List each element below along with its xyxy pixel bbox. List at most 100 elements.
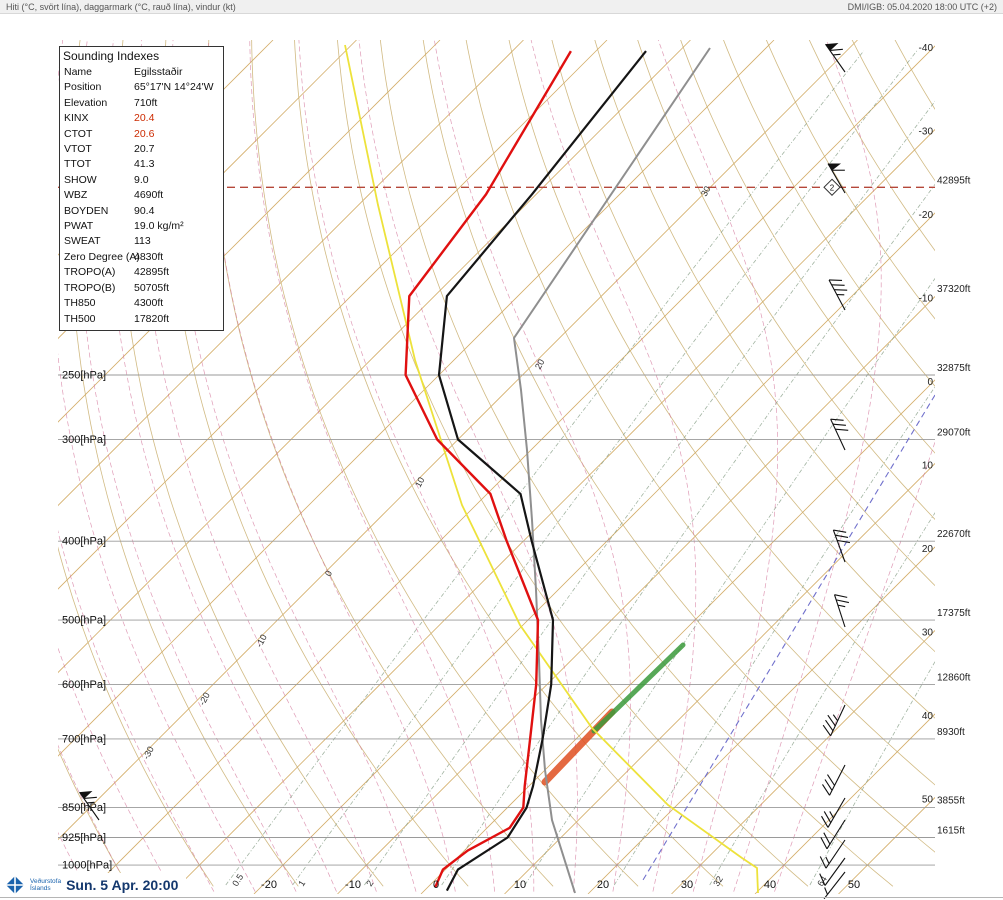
svg-text:20: 20 — [597, 879, 609, 891]
index-value: 17820ft — [134, 312, 170, 325]
svg-text:-40: -40 — [919, 43, 934, 54]
index-label: TH500 — [64, 312, 96, 325]
svg-text:-20: -20 — [261, 879, 277, 891]
index-value: 50705ft — [134, 281, 170, 294]
index-row: WBZ 4690ft — [60, 188, 223, 203]
svg-text:30: 30 — [922, 628, 934, 639]
index-row: TTOT 41.3 — [60, 157, 223, 172]
model-run-text: DMI/IGB: 05.04.2020 18:00 UTC (+2) — [847, 1, 997, 12]
svg-text:50: 50 — [922, 795, 934, 806]
index-value: 20.6 — [134, 127, 155, 140]
svg-text:1000[hPa]: 1000[hPa] — [62, 860, 112, 872]
svg-text:64: 64 — [815, 874, 829, 888]
svg-text:925[hPa]: 925[hPa] — [62, 832, 106, 844]
highlight-layer — [541, 642, 686, 786]
svg-text:30: 30 — [699, 184, 713, 198]
svg-text:37320ft: 37320ft — [937, 284, 971, 295]
svg-text:10: 10 — [413, 475, 427, 489]
svg-text:32: 32 — [711, 874, 725, 888]
index-row: TH850 4300ft — [60, 296, 223, 311]
index-value: 41.3 — [134, 158, 155, 171]
sounding-indexes-table: Name Egilsstaðir Position 65°17'N 14°24'W El… — [60, 65, 223, 327]
timestamp-label: Sun. 5 Apr. 20:00 — [66, 877, 179, 893]
sounding-indexes-box: Sounding Indexes Name Egilsstaðir Position… — [59, 46, 224, 331]
index-row: TROPO(A) 42895ft — [60, 265, 223, 280]
index-row: SWEAT 113 — [60, 234, 223, 249]
index-label: TTOT — [64, 158, 92, 171]
index-value: 90.4 — [134, 204, 155, 217]
index-row: TROPO(B) 50705ft — [60, 281, 223, 296]
svg-text:2: 2 — [364, 879, 375, 889]
svg-text:600[hPa]: 600[hPa] — [62, 679, 106, 691]
index-label: BOYDEN — [64, 204, 109, 217]
index-label: Position — [64, 81, 102, 94]
svg-text:0.5: 0.5 — [230, 872, 245, 888]
index-value: 710ft — [134, 96, 158, 109]
svg-text:2: 2 — [830, 183, 835, 192]
mixing-ratio-layer — [225, 50, 935, 886]
index-row: Name Egilsstaðir — [60, 65, 223, 80]
svg-text:400[hPa]: 400[hPa] — [62, 536, 106, 548]
svg-text:10: 10 — [922, 461, 934, 472]
svg-text:-20: -20 — [197, 691, 212, 707]
index-value: Egilsstaðir — [134, 66, 183, 78]
svg-text:50: 50 — [848, 879, 860, 891]
svg-text:20: 20 — [533, 357, 547, 371]
index-label: Elevation — [64, 96, 108, 109]
svg-text:500[hPa]: 500[hPa] — [62, 615, 106, 627]
index-value: 19.0 kg/m² — [134, 220, 184, 233]
vedurstofa-logo — [5, 875, 25, 895]
index-label: KINX — [64, 112, 89, 125]
isobars-layer — [58, 374, 935, 866]
svg-text:40: 40 — [764, 879, 776, 891]
index-label: PWAT — [64, 220, 94, 233]
svg-text:22670ft: 22670ft — [937, 529, 971, 540]
parcel-curve — [512, 47, 711, 894]
blue-guide-line — [642, 394, 935, 881]
axis-labels-layer: 250[hPa] 300[hPa] 400[hPa] 500[hPa] 600[hPa]… — [62, 43, 971, 900]
index-row: SHOW 9.0 — [60, 173, 223, 188]
temperature-axis-labels: -20 -10 0 10 20 30 40 500.5 1 2 32 64-40-30-20-1001… — [230, 43, 933, 891]
svg-text:30: 30 — [681, 879, 693, 891]
svg-text:-20: -20 — [919, 210, 934, 221]
index-value: 20.4 — [134, 112, 155, 125]
svg-text:12860ft: 12860ft — [937, 672, 971, 683]
index-row: BOYDEN 90.4 — [60, 204, 223, 219]
svg-text:29070ft: 29070ft — [937, 427, 971, 438]
index-label: SWEAT — [64, 235, 101, 248]
index-row: KINX 20.4 — [60, 111, 223, 126]
svg-text:3855ft: 3855ft — [937, 796, 965, 807]
svg-text:-30: -30 — [919, 127, 934, 138]
header-bar: Hiti (°C, svört lína), daggarmark (°C, r… — [0, 0, 1003, 14]
svg-text:700[hPa]: 700[hPa] — [62, 733, 106, 745]
index-value: 42895ft — [134, 266, 170, 279]
svg-text:40: 40 — [922, 711, 934, 722]
svg-text:300[hPa]: 300[hPa] — [62, 434, 106, 446]
svg-text:250[hPa]: 250[hPa] — [62, 370, 106, 382]
altitude-labels: 42895ft 37320ft 32875ft 29070ft 22670ft 17375… — [937, 175, 971, 836]
footer-bar: Veðurstofa Íslands Sun. 5 Apr. 20:00 — [5, 873, 187, 897]
svg-text:1: 1 — [296, 879, 307, 889]
index-label: VTOT — [64, 143, 92, 156]
tropopause-marker: 2 — [823, 178, 841, 196]
index-label: CTOT — [64, 127, 93, 140]
svg-text:1615ft: 1615ft — [937, 825, 965, 836]
index-label: TROPO(A) — [64, 266, 116, 279]
index-label: Name — [64, 66, 93, 78]
temperature-curve — [437, 50, 647, 892]
pressure-axis-labels: 250[hPa] 300[hPa] 400[hPa] 500[hPa] 600[hPa]… — [62, 370, 112, 872]
index-label: SHOW — [64, 173, 97, 186]
dewpoint-curve — [404, 50, 572, 888]
svg-text:17375ft: 17375ft — [937, 608, 971, 619]
svg-text:0: 0 — [323, 569, 334, 578]
svg-text:850[hPa]: 850[hPa] — [62, 802, 106, 814]
svg-text:0: 0 — [927, 377, 933, 388]
index-label: TROPO(B) — [64, 281, 116, 294]
index-value: 4830ft — [134, 250, 164, 263]
index-value: 4690ft — [134, 189, 164, 202]
svg-text:42895ft: 42895ft — [937, 175, 971, 186]
index-row: Zero Degree (A) 4830ft — [60, 250, 223, 265]
index-value: 9.0 — [134, 173, 149, 186]
wind-barbs — [79, 43, 851, 900]
